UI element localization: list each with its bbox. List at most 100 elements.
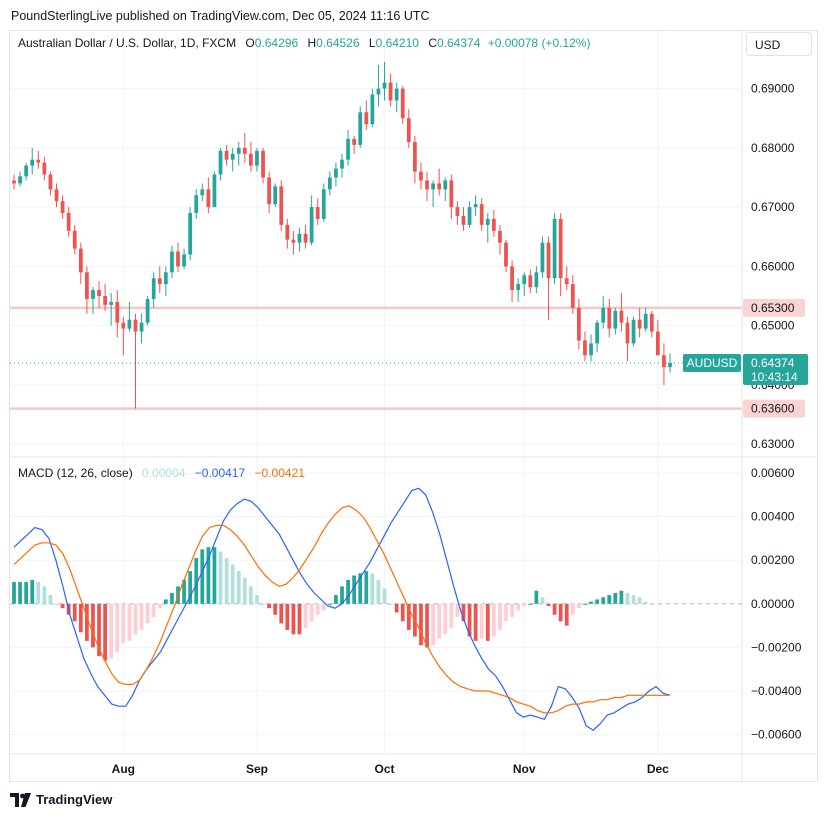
price-axis-tick-label: 0.65000 [751,319,795,333]
candle-body [558,218,563,279]
macd-signal-value: −0.00421 [254,466,305,480]
candle-body [145,298,150,323]
macd-histogram-bar [607,595,612,604]
macd-histogram-bar [619,590,624,604]
candle-body [115,301,120,323]
macd-title: MACD (12, 26, close) [18,466,133,480]
macd-histogram-bar [643,601,648,604]
macd-histogram-bar [467,603,472,637]
candle-body [255,150,259,166]
macd-histogram-bar [583,603,587,605]
macd-histogram-bar [188,571,193,604]
candle-body [54,189,59,202]
candle-body [668,362,672,368]
macd-histogram-bar [182,579,186,604]
legend-close-label: C [428,36,437,50]
candle-body [218,150,223,175]
candle-body [127,319,132,329]
candle-body [157,278,162,285]
candle-body [42,162,47,175]
level-label: 0.65300 [751,301,795,315]
macd-histogram-bar [279,603,284,624]
candle-body [613,310,618,329]
macd-histogram-bar [242,577,247,604]
candle-body [516,284,521,291]
macd-legend: MACD (12, 26, close) 0.00004 −0.00417 −0… [18,466,305,480]
macd-histogram-bar [358,573,363,604]
candle-body [285,224,290,240]
candle-body [242,147,247,154]
macd-histogram-bar [510,603,514,617]
candle-body [619,310,624,323]
macd-histogram-bar [637,597,642,604]
macd-histogram-bar [303,603,308,628]
macd-axis-tick-label: −0.00200 [751,640,802,654]
candle-body [406,118,411,142]
macd-histogram-bar [601,597,606,604]
candle-body [30,159,35,166]
macd-histogram-bar [370,573,375,604]
candle-body [200,189,205,196]
macd-histogram-bar [364,571,369,604]
macd-histogram-bar [121,603,126,644]
macd-histogram-bar [485,603,490,641]
candle-body [188,213,193,255]
candle-body [212,174,217,208]
publisher-line: PoundSterlingLive published on TradingVi… [11,9,430,23]
footer-brand[interactable]: TradingView [10,792,112,807]
candle-body [109,301,114,305]
candle-body [595,322,599,344]
candle-body [352,138,357,145]
macd-histogram-bar [103,603,107,661]
currency-button[interactable]: USD [746,32,812,56]
candle-body [388,82,393,101]
candle-body [461,216,466,225]
candle-body [467,207,472,225]
candle-body [60,201,65,214]
candle-body [36,159,41,163]
candle-countdown: 10:43:14 [751,370,798,384]
macd-histogram-bar [109,603,114,659]
candle-body [279,186,284,225]
candle-body [261,150,265,178]
macd-histogram-bar [534,590,539,604]
candle-body [133,319,138,332]
candle-body [534,272,539,288]
candle-body [182,254,186,267]
candle-body [485,218,490,225]
candle-body [303,233,308,243]
macd-histogram-bar [285,603,290,630]
macd-histogram-bar [230,564,235,604]
candle-body [413,141,417,172]
symbol-tag: AUDUSD [687,356,738,370]
price-axis-tick-label: 0.67000 [751,200,795,214]
candle-body [601,307,606,323]
price-axis-tick-label: 0.63000 [751,437,795,451]
symbol-tag-bg [683,353,741,372]
macd-hist-value: 0.00004 [142,466,186,480]
macd-histogram-bar [48,595,53,604]
candle-body [151,278,156,299]
legend-open-label: O [245,36,255,50]
macd-histogram-bar [431,603,435,646]
macd-histogram-bar [449,603,454,628]
macd-histogram-bar [54,603,59,605]
candle-body [649,313,654,332]
candle-body [309,207,314,243]
macd-histogram-bar [97,603,101,657]
candle-body [425,180,429,190]
candle-body [498,230,502,243]
macd-histogram-bar [491,603,496,637]
candle-body [72,230,77,249]
candle-body [206,189,211,208]
candle-body [449,180,454,208]
candle-body [552,218,557,279]
candle-body [637,319,642,329]
macd-histogram-bar [218,551,223,604]
macd-histogram-bar [91,603,95,648]
candle-body [376,88,381,95]
candle-body [334,168,338,178]
price-axis-tick-label: 0.69000 [751,82,795,96]
chart-frame [9,30,818,782]
